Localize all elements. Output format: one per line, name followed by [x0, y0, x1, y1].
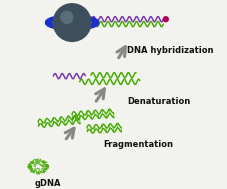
Circle shape	[53, 4, 91, 41]
Text: DNA hybridization: DNA hybridization	[127, 46, 213, 55]
Circle shape	[61, 11, 73, 23]
Circle shape	[163, 17, 168, 22]
Text: Denaturation: Denaturation	[127, 97, 190, 106]
Text: gDNA: gDNA	[35, 179, 61, 188]
Text: Fragmentation: Fragmentation	[103, 140, 173, 149]
